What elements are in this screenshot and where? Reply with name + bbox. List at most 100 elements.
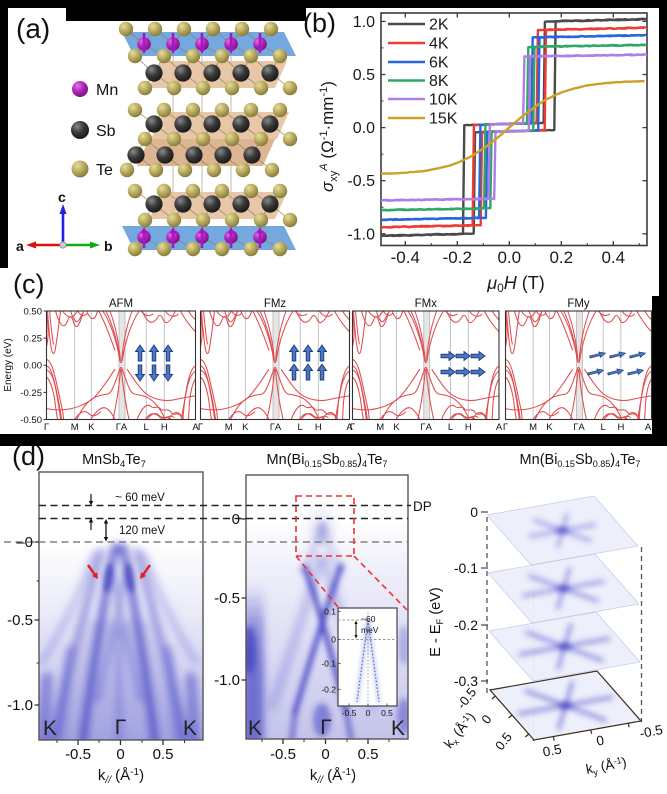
svg-text:K: K xyxy=(88,422,95,433)
svg-text:-1.0: -1.0 xyxy=(347,226,375,243)
svg-text:0: 0 xyxy=(116,746,124,763)
svg-text:0.5: 0.5 xyxy=(381,708,393,718)
svg-text:-0.2: -0.2 xyxy=(454,617,478,633)
svg-text:AFM: AFM xyxy=(109,298,133,310)
svg-text:4K: 4K xyxy=(429,36,449,53)
svg-text:(c): (c) xyxy=(13,269,44,299)
svg-text:c: c xyxy=(58,189,66,205)
svg-text:ΓA: ΓA xyxy=(420,422,432,433)
svg-text:Te: Te xyxy=(96,162,113,179)
svg-text:Energy (eV): Energy (eV) xyxy=(3,338,14,391)
svg-text:Mn(Bi0.15Sb0.85)4Te7: Mn(Bi0.15Sb0.85)4Te7 xyxy=(520,452,641,469)
svg-text:(b): (b) xyxy=(303,8,336,38)
svg-text:0: 0 xyxy=(232,511,240,528)
svg-text:ΓA: ΓA xyxy=(270,422,282,433)
svg-text:-0.2: -0.2 xyxy=(443,248,472,267)
svg-text:K: K xyxy=(391,717,405,740)
svg-text:8K: 8K xyxy=(429,73,449,90)
svg-text:~60: ~60 xyxy=(361,614,376,624)
svg-text:A: A xyxy=(496,422,503,433)
svg-text:0.5: 0.5 xyxy=(358,746,379,763)
svg-text:MnSb4Te7: MnSb4Te7 xyxy=(82,452,146,470)
svg-text:15K: 15K xyxy=(429,111,458,128)
svg-text:K: K xyxy=(43,717,57,740)
svg-text:0.1: 0.1 xyxy=(324,607,336,617)
svg-text:H: H xyxy=(465,422,472,433)
svg-text:Mn(Bi0.15Sb0.85)4Te7: Mn(Bi0.15Sb0.85)4Te7 xyxy=(267,452,388,469)
svg-text:6K: 6K xyxy=(429,55,449,72)
svg-text:K: K xyxy=(248,717,262,740)
svg-text:H: H xyxy=(161,422,168,433)
svg-text:0.5: 0.5 xyxy=(153,746,174,763)
svg-text:-0.5: -0.5 xyxy=(270,746,296,763)
svg-text:E - EF (eV): E - EF (eV) xyxy=(428,587,446,656)
svg-text:a: a xyxy=(16,238,24,254)
svg-text:-0.25: -0.25 xyxy=(20,388,42,399)
svg-text:Γ: Γ xyxy=(115,716,127,739)
svg-text:10K: 10K xyxy=(429,92,458,109)
svg-text:0.5: 0.5 xyxy=(353,67,375,84)
svg-text:A: A xyxy=(346,422,353,433)
svg-text:Γ: Γ xyxy=(198,422,203,433)
svg-text:0.2: 0.2 xyxy=(549,248,573,267)
svg-text:K: K xyxy=(393,422,400,433)
svg-text:120 meV: 120 meV xyxy=(119,525,165,537)
svg-text:0: 0 xyxy=(470,504,478,520)
svg-text:FMz: FMz xyxy=(264,298,287,310)
svg-text:M: M xyxy=(529,422,537,433)
svg-text:0: 0 xyxy=(595,733,605,749)
svg-text:-1.0: -1.0 xyxy=(214,672,240,689)
svg-text:Γ: Γ xyxy=(503,422,508,433)
svg-text:FMx: FMx xyxy=(415,298,438,310)
svg-text:FMy: FMy xyxy=(567,298,590,310)
svg-text:0: 0 xyxy=(366,708,371,718)
svg-text:L: L xyxy=(298,422,303,433)
svg-text:-0.1: -0.1 xyxy=(321,659,336,669)
svg-text:M: M xyxy=(225,422,233,433)
svg-text:-0.5: -0.5 xyxy=(7,612,33,629)
svg-text:-0.2: -0.2 xyxy=(321,685,336,695)
svg-text:Γ: Γ xyxy=(320,716,332,739)
svg-text:0.00: 0.00 xyxy=(24,361,43,372)
svg-text:Γ: Γ xyxy=(44,422,49,433)
svg-text:μ0H (T): μ0H (T) xyxy=(486,273,545,295)
svg-text:-0.5: -0.5 xyxy=(65,746,91,763)
svg-text:L: L xyxy=(448,422,453,433)
svg-text:M: M xyxy=(71,422,79,433)
svg-text:-0.5: -0.5 xyxy=(342,708,357,718)
svg-text:K: K xyxy=(242,422,249,433)
svg-text:K: K xyxy=(183,717,197,740)
svg-text:-0.3: -0.3 xyxy=(454,673,478,689)
svg-text:2K: 2K xyxy=(429,17,449,34)
svg-text:H: H xyxy=(617,422,624,433)
svg-text:meV: meV xyxy=(361,625,379,635)
svg-text:(a): (a) xyxy=(16,13,50,44)
svg-text:Mn: Mn xyxy=(96,82,118,99)
svg-text:ΓA: ΓA xyxy=(116,422,128,433)
svg-text:Γ: Γ xyxy=(350,422,355,433)
svg-text:-0.5: -0.5 xyxy=(347,173,375,190)
svg-text:L: L xyxy=(144,422,149,433)
svg-text:1.0: 1.0 xyxy=(353,14,375,31)
svg-text:A: A xyxy=(645,422,652,433)
svg-text:A: A xyxy=(192,422,199,433)
svg-text:K: K xyxy=(546,422,553,433)
svg-text:L: L xyxy=(601,422,606,433)
svg-text:-1.0: -1.0 xyxy=(7,697,33,714)
svg-text:Sb: Sb xyxy=(96,123,116,140)
svg-text:-0.50: -0.50 xyxy=(20,415,42,426)
svg-text:-0.5: -0.5 xyxy=(638,722,664,741)
svg-text:0.50: 0.50 xyxy=(24,306,43,317)
svg-text:-0.4: -0.4 xyxy=(391,248,420,267)
svg-text:0: 0 xyxy=(321,746,329,763)
svg-text:~ 60 meV: ~ 60 meV xyxy=(115,492,165,504)
svg-text:0.25: 0.25 xyxy=(24,334,43,345)
svg-text:σxyA (Ω-1·mm-1): σxyA (Ω-1·mm-1) xyxy=(318,81,340,192)
svg-text:0.4: 0.4 xyxy=(601,248,625,267)
svg-text:ΓA: ΓA xyxy=(573,422,585,433)
svg-text:b: b xyxy=(104,238,113,254)
svg-text:0.0: 0.0 xyxy=(353,120,375,137)
svg-text:0: 0 xyxy=(331,635,336,645)
svg-text:DP: DP xyxy=(413,499,432,514)
svg-text:H: H xyxy=(315,422,322,433)
